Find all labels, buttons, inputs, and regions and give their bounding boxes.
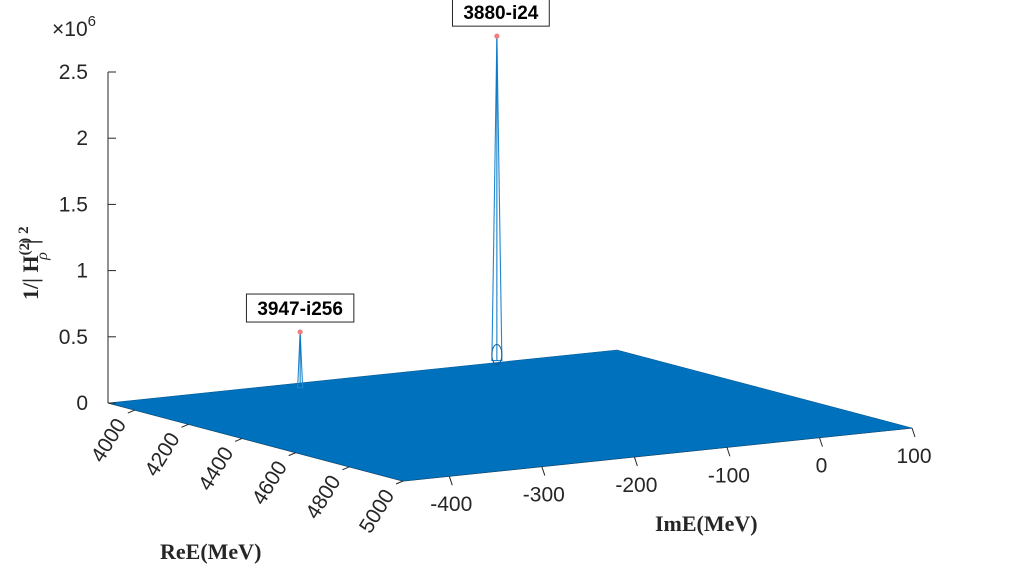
z-exponent-label: ×106 bbox=[52, 13, 96, 41]
y-tick-label: 4000 bbox=[87, 415, 131, 467]
peak-annotation-label: 3947-i256 bbox=[257, 299, 343, 320]
y-axis-label: ReE(MeV) bbox=[160, 539, 261, 564]
x-tick-mark bbox=[911, 427, 916, 438]
peak-annotation-label: 3880-i24 bbox=[463, 3, 538, 24]
y-tick-label: 4800 bbox=[301, 471, 345, 523]
y-tick-mark bbox=[288, 452, 296, 457]
y-tick-mark bbox=[234, 437, 243, 442]
x-tick-mark bbox=[726, 447, 731, 457]
z-tick-label: 2 bbox=[76, 127, 88, 150]
x-tick-mark bbox=[633, 456, 638, 467]
peak-marker bbox=[494, 33, 500, 39]
y-tick-label: 4400 bbox=[194, 443, 238, 495]
z-tick-label: 0 bbox=[76, 392, 88, 415]
x-tick-label: 0 bbox=[816, 455, 828, 478]
x-tick-label: -200 bbox=[615, 474, 657, 497]
peaks-layer: 3880-i24 3947-i256 bbox=[245, 0, 550, 389]
x-tick-mark bbox=[448, 476, 453, 486]
x-tick-label: -400 bbox=[430, 493, 472, 516]
y-tick-label: 5000 bbox=[355, 485, 399, 537]
x-axis-label: ImE(MeV) bbox=[655, 511, 758, 536]
z-tick-label: 1.5 bbox=[59, 193, 88, 216]
x-tick-label: -300 bbox=[523, 484, 565, 507]
z-tick-label: 2.5 bbox=[59, 61, 88, 84]
z-tick-label: 1 bbox=[76, 260, 88, 283]
y-tick-mark bbox=[342, 466, 350, 471]
y-tick-label: 4600 bbox=[248, 457, 292, 509]
y-tick-mark bbox=[395, 480, 404, 485]
x-tick-mark bbox=[541, 466, 546, 476]
x-tick-mark bbox=[818, 437, 823, 447]
peak-marker bbox=[297, 329, 303, 335]
peak-annotation-box bbox=[245, 293, 355, 323]
x-tick-label: -100 bbox=[708, 464, 750, 487]
peak-base-ring bbox=[491, 344, 503, 366]
y-tick-mark bbox=[127, 409, 136, 414]
x-tick-label: 100 bbox=[896, 445, 931, 468]
z-tick-label: 0.5 bbox=[59, 326, 88, 349]
y-tick-mark bbox=[181, 423, 189, 428]
z-axis-label: 1/| H(2)ρ| 2 bbox=[16, 226, 51, 300]
peak-annotation-box bbox=[451, 0, 550, 27]
y-tick-label: 4200 bbox=[140, 429, 184, 481]
